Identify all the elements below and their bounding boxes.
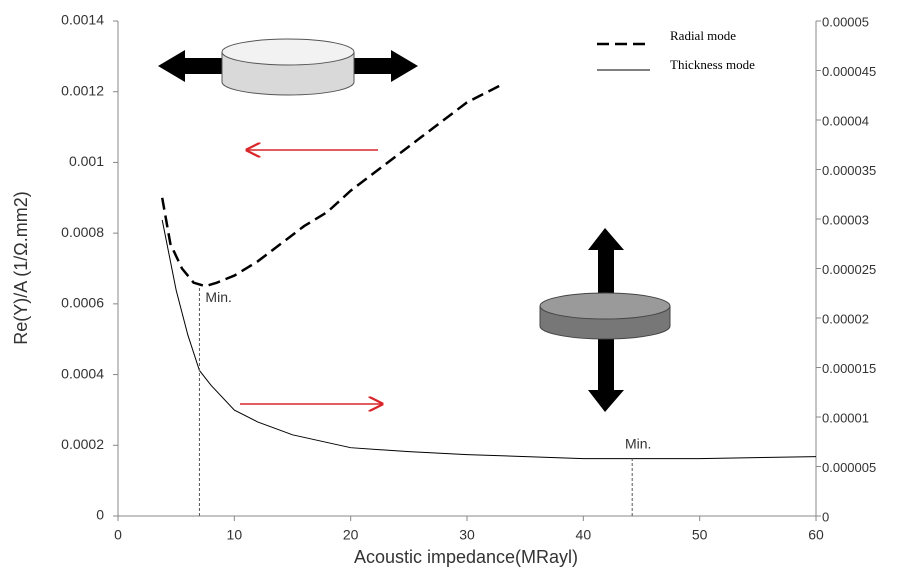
y2-tick-label: 0.00004 bbox=[822, 113, 869, 128]
y2-tick-label: 0.000005 bbox=[822, 460, 876, 475]
y-tick-label: 0.0014 bbox=[61, 12, 104, 28]
y-tick-label: 0.0012 bbox=[61, 82, 104, 98]
y2-tick-label: 0.000045 bbox=[822, 64, 876, 79]
y-tick-label: 0.0002 bbox=[61, 436, 104, 452]
x-axis-title: Acoustic impedance(MRayl) bbox=[354, 547, 578, 567]
y-tick-label: 0.001 bbox=[69, 153, 104, 169]
y2-tick-label: 0.000025 bbox=[822, 262, 876, 277]
y2-tick-label: 0.00005 bbox=[822, 14, 869, 29]
y2-tick-label: 0.000035 bbox=[822, 163, 876, 178]
annotation: Min. bbox=[625, 435, 651, 451]
radial-icon bbox=[158, 38, 418, 96]
y2-tick-label: 0.00003 bbox=[822, 212, 869, 227]
y2-tick-label: 0.000015 bbox=[822, 361, 876, 376]
y-tick-label: 0 bbox=[96, 507, 104, 523]
x-tick-label: 30 bbox=[459, 527, 475, 543]
series-line bbox=[160, 83, 503, 288]
x-tick-label: 10 bbox=[227, 527, 243, 543]
x-tick-label: 40 bbox=[576, 527, 592, 543]
x-tick-label: 0 bbox=[114, 527, 122, 543]
legend-label: Thickness mode bbox=[670, 57, 755, 72]
legend-label: Radial mode bbox=[670, 28, 736, 43]
x-tick-label: 50 bbox=[692, 527, 708, 543]
y-tick-label: 0.0004 bbox=[61, 365, 104, 381]
x-tick-label: 60 bbox=[808, 527, 824, 543]
y-tick-label: 0.0008 bbox=[61, 224, 104, 240]
x-tick-label: 20 bbox=[343, 527, 359, 543]
annotation: Min. bbox=[205, 289, 231, 305]
y-axis-title: Re(Y)/A (1/Ω.mm2) bbox=[11, 191, 31, 344]
series-line bbox=[161, 219, 817, 460]
y-tick-label: 0.0006 bbox=[61, 295, 104, 311]
y2-tick-label: 0.00001 bbox=[822, 410, 869, 425]
y2-tick-label: 0.00002 bbox=[822, 311, 869, 326]
thickness-icon bbox=[539, 228, 671, 412]
y2-tick-label: 0 bbox=[822, 509, 829, 524]
